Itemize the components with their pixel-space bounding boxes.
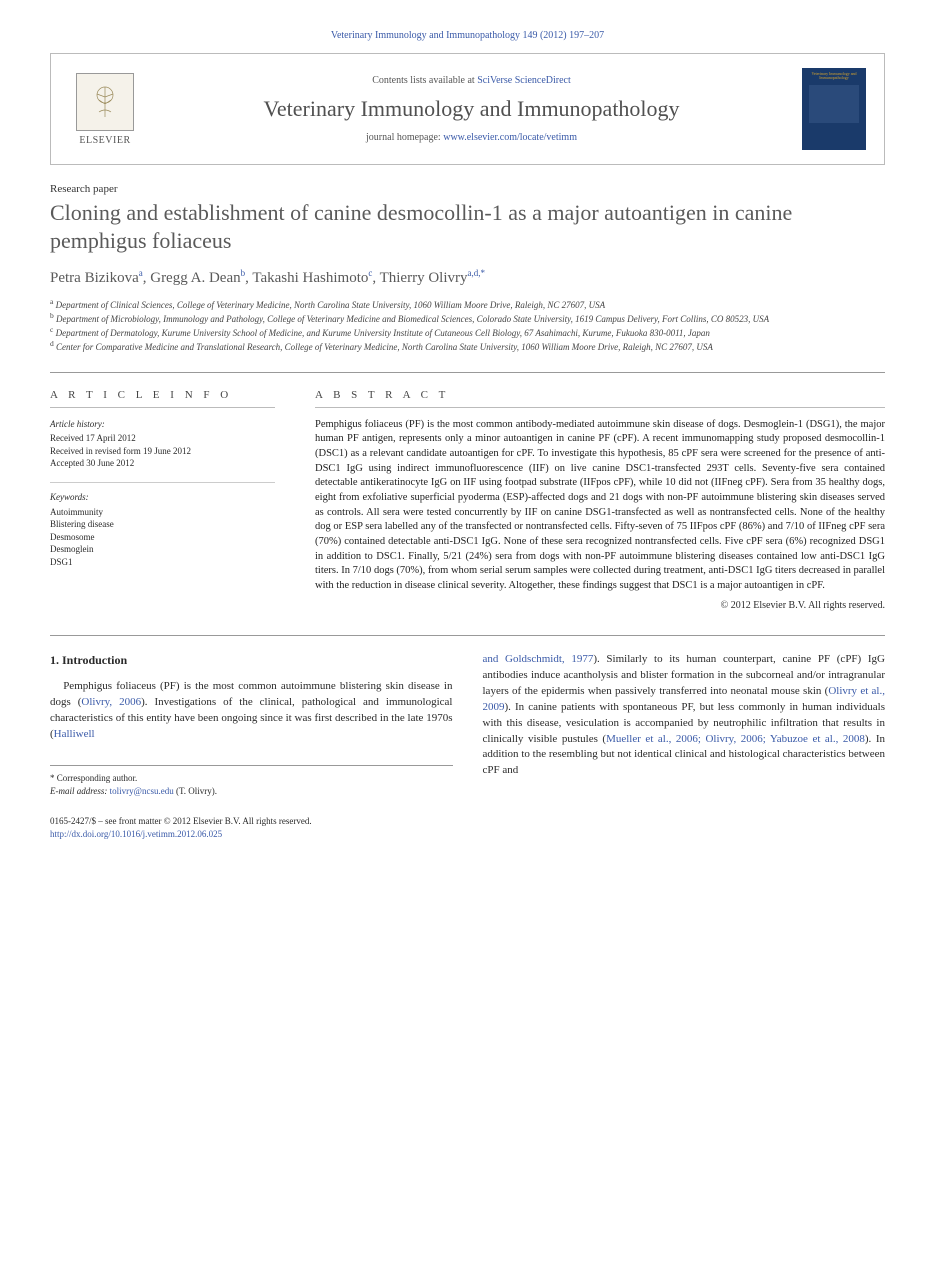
- affiliations: a Department of Clinical Sciences, Colle…: [50, 297, 885, 354]
- history-label: Article history:: [50, 418, 275, 431]
- corresponding-author-note: * Corresponding author.: [50, 772, 453, 785]
- body-column-right: and Goldschmidt, 1977). Similarly to its…: [483, 652, 886, 797]
- journal-homepage-link[interactable]: www.elsevier.com/locate/vetimm: [443, 132, 577, 143]
- info-divider: [50, 482, 275, 483]
- keyword: Autoimmunity: [50, 506, 275, 519]
- journal-header-box: ELSEVIER Contents lists available at Sci…: [50, 53, 885, 165]
- paper-title: Cloning and establishment of canine desm…: [50, 199, 885, 254]
- intro-paragraph-left: Pemphigus foliaceus (PF) is the most com…: [50, 679, 453, 743]
- keyword: DSG1: [50, 556, 275, 569]
- affiliation-a: a Department of Clinical Sciences, Colle…: [50, 297, 885, 311]
- abstract-text: Pemphigus foliaceus (PF) is the most com…: [315, 418, 885, 594]
- header-citation: Veterinary Immunology and Immunopatholog…: [50, 30, 885, 41]
- keywords-label: Keywords:: [50, 491, 275, 504]
- keyword: Blistering disease: [50, 518, 275, 531]
- corresponding-email-link[interactable]: tolivry@ncsu.edu: [110, 786, 174, 796]
- body-columns: 1. Introduction Pemphigus foliaceus (PF)…: [50, 635, 885, 797]
- journal-homepage-line: journal homepage: www.elsevier.com/locat…: [159, 132, 784, 143]
- elsevier-tree-icon: [76, 73, 134, 131]
- info-abstract-row: A R T I C L E I N F O Article history: R…: [50, 372, 885, 611]
- article-info-heading: A R T I C L E I N F O: [50, 389, 275, 408]
- journal-title: Veterinary Immunology and Immunopatholog…: [159, 96, 784, 122]
- article-history-block: Article history: Received 17 April 2012 …: [50, 418, 275, 470]
- journal-cover-thumbnail[interactable]: Veterinary Immunology and Immunopatholog…: [802, 68, 866, 150]
- affiliation-text: Department of Microbiology, Immunology a…: [56, 314, 769, 324]
- email-label: E-mail address:: [50, 786, 110, 796]
- elsevier-logo[interactable]: ELSEVIER: [69, 73, 141, 146]
- doi-link[interactable]: http://dx.doi.org/10.1016/j.vetimm.2012.…: [50, 829, 222, 839]
- affiliation-c: c Department of Dermatology, Kurume Univ…: [50, 325, 885, 339]
- history-accepted: Accepted 30 June 2012: [50, 457, 275, 470]
- contents-available-line: Contents lists available at SciVerse Sci…: [159, 75, 784, 86]
- abstract-copyright: © 2012 Elsevier B.V. All rights reserved…: [315, 600, 885, 611]
- abstract-column: A B S T R A C T Pemphigus foliaceus (PF)…: [315, 389, 885, 611]
- homepage-prefix: journal homepage:: [366, 132, 443, 143]
- footer-meta: 0165-2427/$ – see front matter © 2012 El…: [50, 815, 885, 840]
- affiliation-text: Department of Dermatology, Kurume Univer…: [56, 328, 710, 338]
- keywords-block: Keywords: Autoimmunity Blistering diseas…: [50, 491, 275, 569]
- history-revised: Received in revised form 19 June 2012: [50, 445, 275, 458]
- elsevier-label: ELSEVIER: [79, 135, 130, 146]
- contents-prefix: Contents lists available at: [372, 75, 477, 86]
- article-info: A R T I C L E I N F O Article history: R…: [50, 389, 275, 611]
- keyword: Desmosome: [50, 531, 275, 544]
- sciencedirect-link[interactable]: SciVerse ScienceDirect: [477, 75, 571, 86]
- footnote-block: * Corresponding author. E-mail address: …: [50, 765, 453, 797]
- body-column-left: 1. Introduction Pemphigus foliaceus (PF)…: [50, 652, 453, 797]
- email-suffix: (T. Olivry).: [174, 786, 217, 796]
- abstract-heading: A B S T R A C T: [315, 389, 885, 408]
- cover-thumb-text: Veterinary Immunology and Immunopatholog…: [806, 72, 862, 81]
- affiliation-b: b Department of Microbiology, Immunology…: [50, 311, 885, 325]
- issn-line: 0165-2427/$ – see front matter © 2012 El…: [50, 815, 885, 828]
- author-list: Petra Bizikovaa, Gregg A. Deanb, Takashi…: [50, 268, 885, 287]
- email-line: E-mail address: tolivry@ncsu.edu (T. Oli…: [50, 785, 453, 798]
- section-heading-introduction: 1. Introduction: [50, 652, 453, 669]
- history-received: Received 17 April 2012: [50, 432, 275, 445]
- cover-image-icon: [809, 85, 859, 123]
- intro-paragraph-right: and Goldschmidt, 1977). Similarly to its…: [483, 652, 886, 780]
- affiliation-text: Center for Comparative Medicine and Tran…: [56, 342, 713, 352]
- header-center: Contents lists available at SciVerse Sci…: [159, 75, 784, 143]
- affiliation-text: Department of Clinical Sciences, College…: [56, 300, 606, 310]
- affiliation-d: d Center for Comparative Medicine and Tr…: [50, 339, 885, 353]
- paper-type: Research paper: [50, 183, 885, 195]
- keyword: Desmoglein: [50, 543, 275, 556]
